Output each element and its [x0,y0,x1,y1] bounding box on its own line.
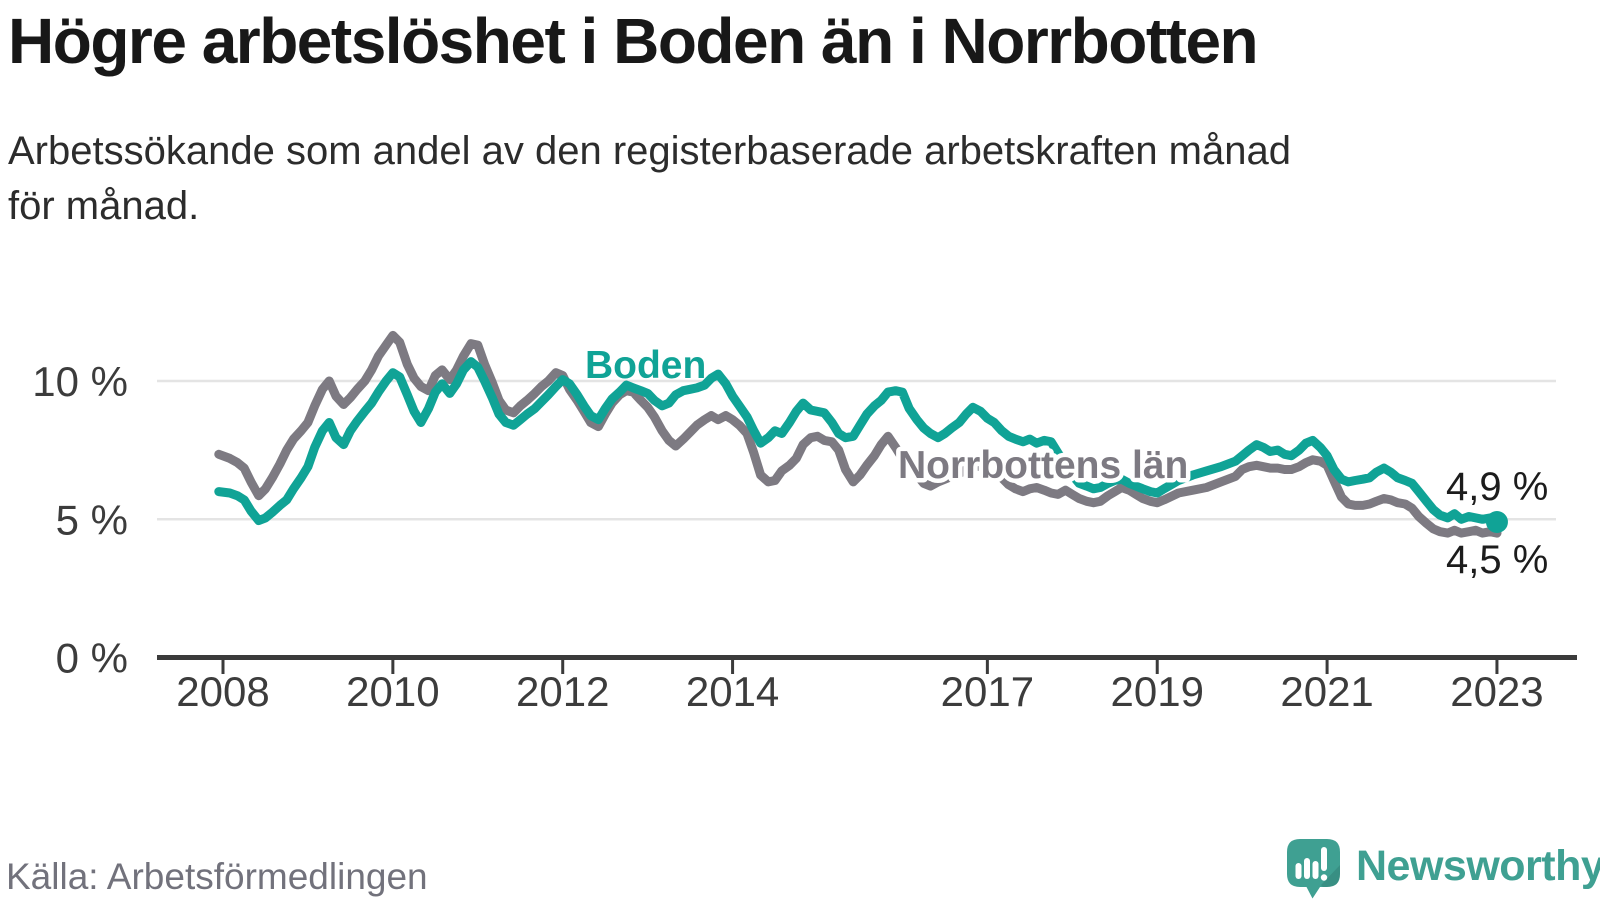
newsworthy-logo-text: Newsworthy [1356,842,1600,890]
x-tick-label-2021: 2021 [1280,668,1373,715]
x-tick-label-2014: 2014 [686,668,779,715]
x-tick-label-2012: 2012 [516,668,609,715]
exclamation-dot-icon [1320,874,1328,881]
line-norrbottens-län [214,330,1502,538]
end-value-label-norrbottens-län: 4,5 % [1446,538,1548,582]
bubble-shade [1321,865,1340,887]
end-value-label-boden: 4,9 % [1446,465,1548,509]
x-tick-label-2019: 2019 [1111,668,1204,715]
y-tick-label-0: 0 % [56,635,128,682]
chart-title: Högre arbetslöshet i Boden än i Norrbott… [8,5,1259,77]
series-label-norrbottens-län: Norrbottens län [898,444,1188,487]
bar-icon-3 [1312,861,1319,879]
end-dot-boden [1485,511,1508,534]
y-axis-labels: 0 % 5 % 10 % [32,358,128,682]
source-note: Källa: Arbetsförmedlingen [6,856,428,897]
bar-icon-2 [1304,858,1310,879]
y-tick-label-10: 10 % [32,358,128,405]
series-lines [214,330,1508,538]
series-labels: Norrbottens län 4,5 % Boden 4,9 % [585,344,1548,582]
x-tick-label-2017: 2017 [941,668,1034,715]
bar-icon-1 [1295,863,1302,879]
x-axis: 2008 2010 2012 2014 2017 2019 2021 2023 [157,655,1577,715]
x-tick-label-2008: 2008 [176,668,269,715]
newsworthy-logo: Newsworthy [1287,839,1600,900]
exclamation-bar-icon [1321,847,1327,871]
x-tick-label-2010: 2010 [346,668,439,715]
y-tick-label-5: 5 % [56,496,128,543]
series-label-boden: Boden [585,344,706,387]
x-tick-label-2023: 2023 [1450,668,1543,715]
chart-subtitle: Arbetssökande som andel av den registerb… [8,129,1291,228]
line-boden [214,357,1502,527]
newsworthy-logo-icon [1287,839,1340,899]
